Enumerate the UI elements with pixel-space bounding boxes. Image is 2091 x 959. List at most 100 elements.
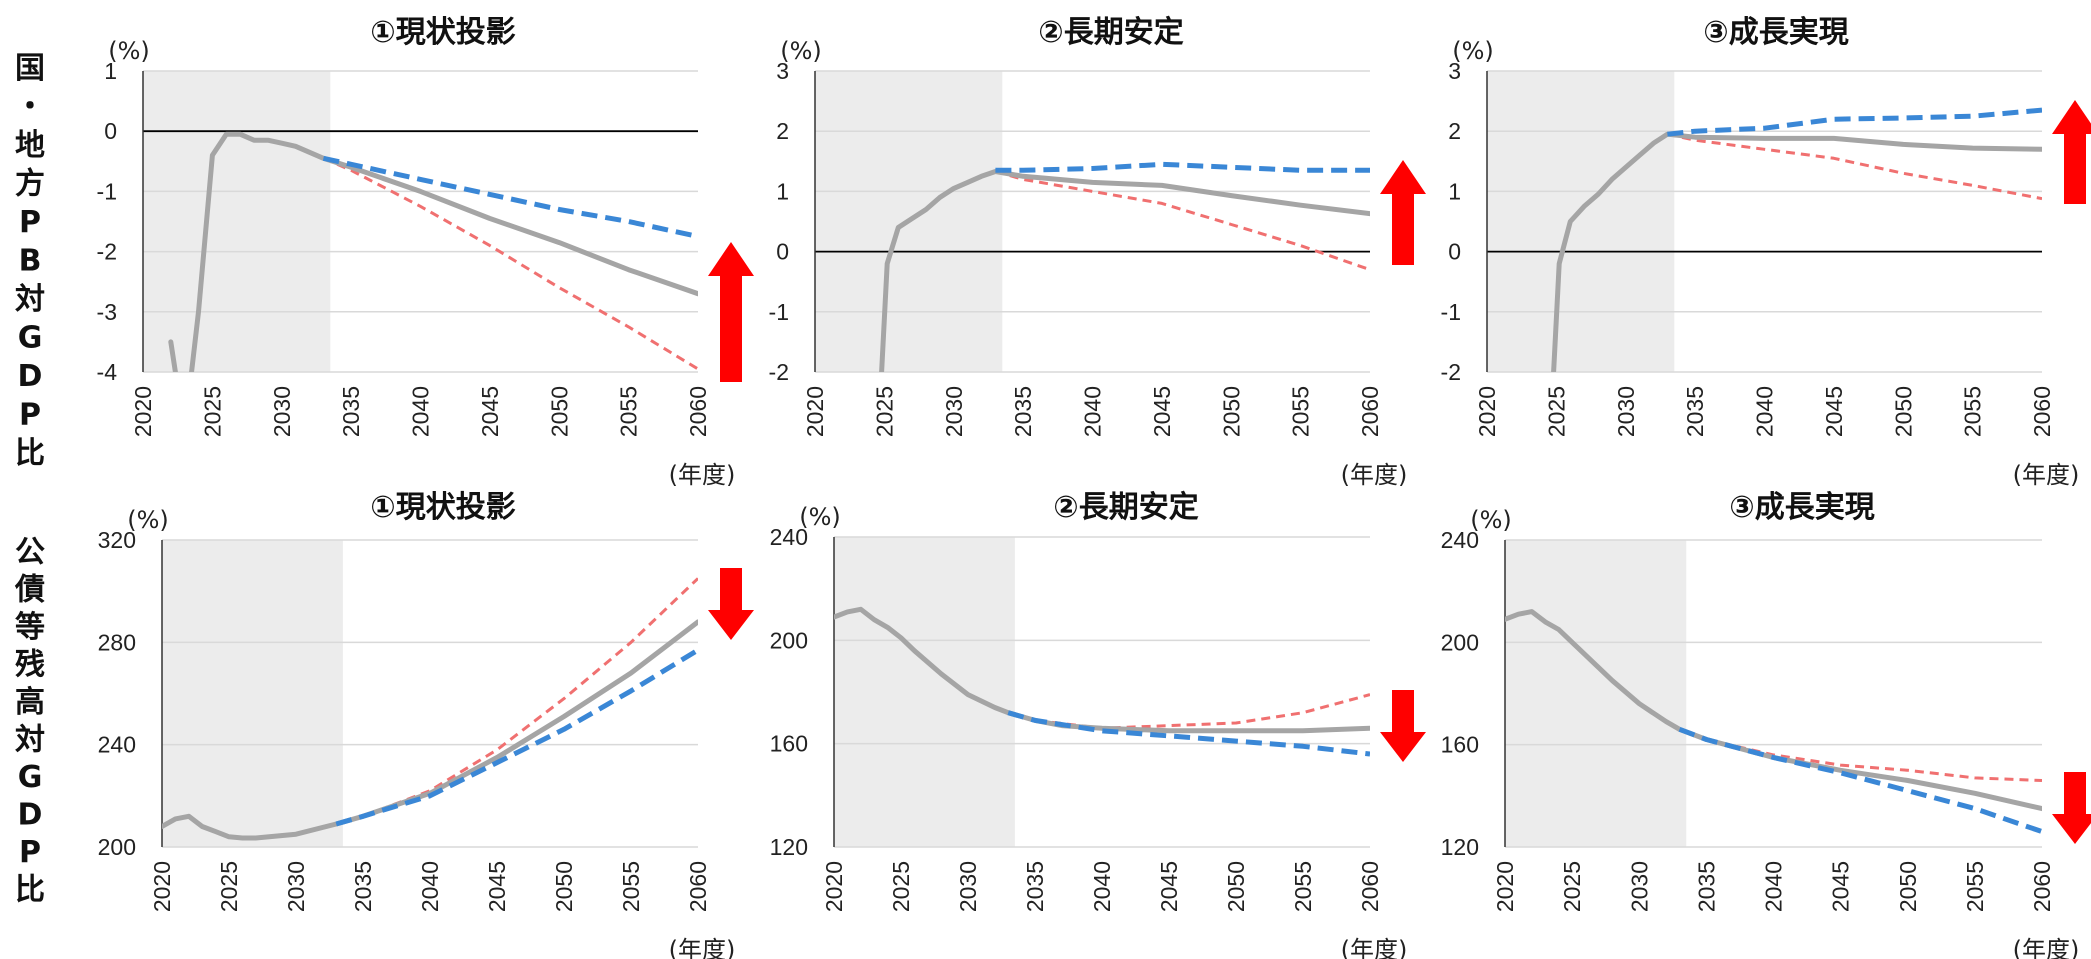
x-tick-label: 2035 <box>1010 386 1036 437</box>
x-tick-label: 2025 <box>1559 861 1585 912</box>
x-tick-label: 2030 <box>1613 386 1639 437</box>
x-tick-label: 2045 <box>1828 861 1854 912</box>
y-tick-label: 240 <box>770 524 808 550</box>
x-tick-label: 2025 <box>199 386 225 437</box>
series-group <box>162 577 698 841</box>
x-tick-label: 2030 <box>955 861 981 912</box>
x-tick-label: 2045 <box>477 386 503 437</box>
y-tick-label: -4 <box>97 359 118 385</box>
panel-title: ①現状投影 <box>370 15 515 50</box>
series-line-red-dashed <box>1667 132 2042 201</box>
x-tick-label: 2055 <box>1960 386 1986 437</box>
x-unit-label: (年度) <box>1341 936 1408 959</box>
series-line-baseline <box>162 619 698 841</box>
x-tick-label: 2035 <box>1693 861 1719 912</box>
x-tick-label: 2020 <box>1492 861 1518 912</box>
x-tick-label: 2045 <box>1149 386 1175 437</box>
x-tick-label: 2035 <box>1022 861 1048 912</box>
x-tick-label: 2030 <box>269 386 295 437</box>
shaded-period <box>1487 71 1675 372</box>
series-line-red-dashed <box>994 170 1370 272</box>
series-group <box>1505 609 2042 834</box>
x-tick-label: 2055 <box>618 861 644 912</box>
x-tick-label: 2060 <box>2029 861 2055 912</box>
panel-title: ①現状投影 <box>370 490 515 525</box>
x-tick-label: 2050 <box>546 386 572 437</box>
y-tick-label: 0 <box>104 118 117 144</box>
y-tick-label: -2 <box>97 239 117 265</box>
y-unit-label: (%) <box>108 37 150 65</box>
x-tick-label: 2035 <box>338 386 364 437</box>
x-tick-label: 2050 <box>1223 861 1249 912</box>
series-group <box>834 606 1370 757</box>
x-unit-label: (年度) <box>669 461 736 489</box>
panel-title: ③成長実現 <box>1703 15 1848 50</box>
y-unit-label: (%) <box>1452 37 1494 65</box>
y-tick-label: 3 <box>1448 58 1461 84</box>
x-tick-label: 2045 <box>484 861 510 912</box>
series-line-baseline <box>1551 131 2042 372</box>
chart-panel-1: 1 0 -1 -2 -3 -4 2020 2025 2030 2035 2040 2045 2050 20… <box>97 15 754 489</box>
x-tick-label: 2025 <box>888 861 914 912</box>
y-unit-label: (%) <box>799 503 841 531</box>
shaded-period <box>162 540 343 847</box>
series-group <box>1551 107 2042 372</box>
chart-panel-4: 320 280 240 200 2020 2025 2030 2035 2040 2045 2050… <box>98 490 754 959</box>
y-tick-label: 200 <box>770 627 808 653</box>
series-line-blue-dashed <box>995 161 1370 173</box>
series-line-baseline <box>834 606 1370 734</box>
down-arrow-icon <box>2052 772 2091 844</box>
x-tick-label: 2055 <box>616 386 642 437</box>
chart-panel-3: 3 2 1 0 -1 -2 2020 2025 2030 2035 2040 2045 2050 2055… <box>1441 15 2091 489</box>
series-line-blue-dashed <box>335 647 698 827</box>
x-tick-label: 2025 <box>871 386 897 437</box>
x-tick-label: 2020 <box>802 386 828 437</box>
panel-title: ②長期安定 <box>1053 490 1198 525</box>
y-tick-label: 320 <box>98 527 136 553</box>
y-tick-label: -2 <box>1441 359 1461 385</box>
up-arrow-icon <box>1380 160 1426 265</box>
y-unit-label: (%) <box>780 37 822 65</box>
y-tick-label: 0 <box>1448 239 1461 265</box>
x-tick-label: 2060 <box>1357 861 1383 912</box>
y-tick-label: 2 <box>1448 118 1461 144</box>
series-line-red-dashed <box>322 156 698 371</box>
series-group <box>879 161 1370 372</box>
y-tick-label: 120 <box>770 834 808 860</box>
x-tick-label: 2060 <box>1357 386 1383 437</box>
series-line-red-dashed <box>1678 727 2042 782</box>
y-tick-label: 280 <box>98 629 136 655</box>
y-tick-label: 200 <box>98 834 136 860</box>
y-tick-label: 160 <box>770 731 808 757</box>
x-tick-label: 2050 <box>1218 386 1244 437</box>
series-line-blue-dashed <box>322 155 698 239</box>
x-tick-label: 2040 <box>1080 386 1106 437</box>
y-tick-label: 0 <box>776 239 789 265</box>
y-tick-label: -2 <box>769 359 789 385</box>
series-line-red-dashed <box>335 577 698 826</box>
row-label-1: 国・地方 P B 対 G D P 比 <box>15 51 45 471</box>
x-tick-label: 2020 <box>130 386 156 437</box>
series-line-blue-dashed <box>1667 107 2042 137</box>
x-unit-label: (年度) <box>2013 461 2080 489</box>
up-arrow-icon <box>708 242 754 382</box>
x-tick-label: 2035 <box>1682 386 1708 437</box>
x-unit-label: (年度) <box>1341 461 1408 489</box>
y-unit-label: (%) <box>127 506 169 534</box>
x-tick-label: 2060 <box>685 861 711 912</box>
x-tick-label: 2030 <box>941 386 967 437</box>
x-tick-label: 2050 <box>1890 386 1916 437</box>
down-arrow-icon <box>1380 690 1426 762</box>
y-tick-label: 1 <box>776 178 789 204</box>
y-tick-label: 160 <box>1441 732 1479 758</box>
y-tick-label: 3 <box>776 58 789 84</box>
series-line-baseline <box>1505 609 2042 812</box>
y-tick-label: -1 <box>97 178 117 204</box>
series-line-baseline <box>168 131 698 372</box>
x-tick-label: 2030 <box>283 861 309 912</box>
x-tick-label: 2055 <box>1962 861 1988 912</box>
y-tick-label: 2 <box>776 118 789 144</box>
